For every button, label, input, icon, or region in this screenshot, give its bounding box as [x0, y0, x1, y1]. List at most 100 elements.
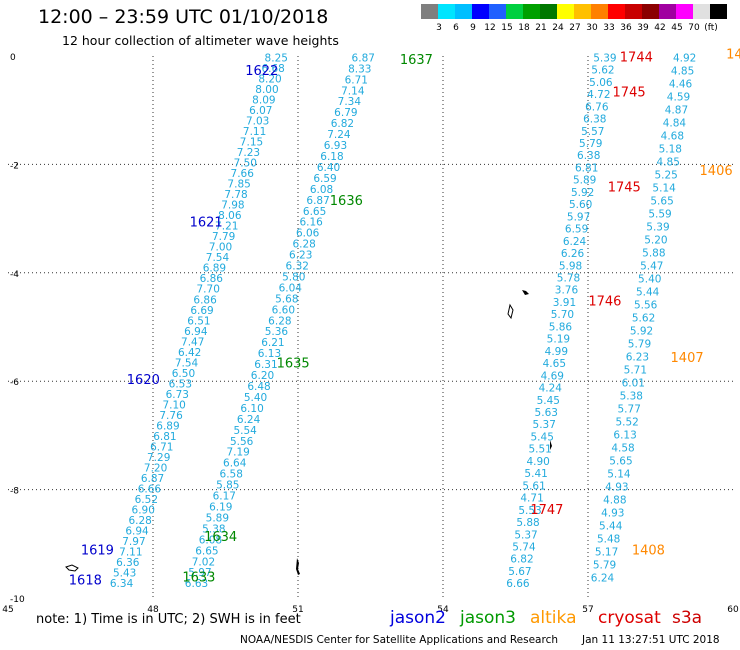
swh-value-altika: 5.40	[638, 274, 661, 286]
swh-value-jason2: 7.98	[221, 200, 244, 212]
swh-value-altika: 5.39	[646, 222, 669, 234]
swh-value-jason3: 6.16	[299, 217, 323, 229]
swh-value-jason3: 5.54	[233, 425, 257, 437]
swh-value-jason2: 7.54	[206, 252, 230, 264]
swh-value-altika: 5.88	[642, 248, 665, 260]
scale-swatch	[642, 4, 659, 19]
swh-value-cryosat: 5.74	[512, 541, 536, 553]
swh-value-jason3: 5.80	[282, 271, 305, 283]
swh-value-jason3: 6.82	[331, 118, 354, 130]
swh-value-jason2: 6.94	[125, 526, 149, 538]
swh-value-jason3: 6.28	[292, 239, 315, 251]
swh-value-cryosat: 4.90	[526, 456, 549, 468]
altimeter-tracks: 8.256.688.208.008.096.077.037.117.157.23…	[110, 52, 696, 590]
swh-value-cryosat: 5.39	[593, 52, 616, 64]
swh-value-jason2: 7.21	[215, 221, 238, 233]
swh-value-jason3: 6.21	[261, 337, 284, 349]
scale-label: 70	[688, 23, 700, 33]
swh-value-cryosat: 5.79	[579, 138, 602, 150]
scale-swatch	[557, 4, 574, 19]
scale-label: 18	[518, 23, 530, 33]
pass-time-label: 1619	[81, 544, 114, 559]
scale-label: 21	[535, 23, 547, 33]
swh-value-cryosat: 4.69	[541, 370, 564, 382]
pass-time-label: 1636	[330, 194, 363, 209]
swh-value-jason2: 8.20	[258, 73, 281, 85]
scale-label: (ft)	[704, 23, 718, 33]
swh-value-jason2: 7.54	[175, 357, 199, 369]
swh-value-jason2: 7.23	[237, 147, 260, 159]
swh-value-jason2: 6.42	[178, 347, 201, 359]
pass-time-label: 1745	[608, 181, 641, 196]
swh-value-cryosat: 3.76	[555, 285, 579, 297]
swh-value-jason2: 6.68	[261, 63, 284, 75]
swh-value-jason3: 6.18	[320, 151, 343, 163]
swh-value-cryosat: 5.60	[569, 199, 592, 211]
swh-value-jason3: 6.79	[334, 107, 357, 119]
swh-value-altika: 6.01	[622, 378, 645, 390]
swh-value-jason2: 7.79	[212, 231, 235, 243]
swh-value-cryosat: 6.59	[565, 224, 588, 236]
swh-value-altika: 5.65	[650, 196, 673, 208]
swh-value-altika: 5.79	[628, 339, 651, 351]
pass-time-label: 1634	[204, 530, 237, 545]
pass-time-label: 1747	[530, 503, 563, 518]
pass-time-label: 1633	[182, 571, 215, 586]
swh-value-cryosat: 6.38	[583, 114, 606, 126]
island-shape	[507, 303, 514, 320]
swh-value-jason2: 6.81	[153, 431, 176, 443]
swh-value-altika: 6.24	[591, 573, 615, 585]
scale-label: 27	[569, 23, 581, 33]
generated-timestamp: Jan 11 13:27:51 UTC 2018	[582, 634, 720, 646]
swh-value-jason2: 7.10	[162, 399, 185, 411]
footer-note: note: 1) Time is in UTC; 2) SWH is in fe…	[36, 612, 301, 627]
swh-value-jason3: 6.65	[195, 545, 218, 557]
swh-value-jason3: 6.63	[185, 578, 208, 590]
satellite-legend-s3a: s3a	[672, 608, 703, 628]
islands	[65, 290, 552, 575]
swh-value-jason3: 6.28	[268, 315, 291, 327]
scale-swatch	[540, 4, 557, 19]
swh-value-jason3: 6.48	[247, 381, 270, 393]
swh-value-jason2: 6.51	[187, 315, 210, 327]
swh-value-jason2: 7.00	[209, 242, 232, 254]
swh-value-jason3: 7.19	[226, 447, 249, 459]
swh-value-jason3: 6.23	[289, 250, 312, 262]
swh-value-cryosat: 5.70	[551, 309, 574, 321]
satellite-legend-jason3: jason3	[460, 608, 516, 628]
x-tick-label: 57	[582, 605, 593, 615]
scale-label: 45	[671, 23, 683, 33]
swh-value-altika: 4.59	[667, 91, 690, 103]
swh-value-jason3: 7.02	[192, 556, 215, 568]
swh-value-jason2: 6.86	[200, 273, 224, 285]
swh-value-jason3: 6.17	[213, 491, 236, 503]
scale-swatch	[591, 4, 608, 19]
swh-value-jason3: 6.10	[240, 403, 263, 415]
swh-value-altika: 4.87	[665, 104, 688, 116]
swh-value-cryosat: 5.61	[522, 480, 545, 492]
scale-swatch	[438, 4, 455, 19]
pass-time-label: 1745	[613, 86, 646, 101]
swh-value-altika: 4.88	[603, 495, 626, 507]
pass-time-label: 1408	[632, 544, 665, 559]
pass-time-label: 1405	[726, 48, 740, 63]
swh-value-jason3: 6.13	[258, 348, 281, 360]
swh-value-cryosat: 5.63	[535, 407, 558, 419]
swh-value-altika: 5.56	[634, 300, 658, 312]
swh-value-altika: 5.38	[620, 391, 643, 403]
scale-swatch	[523, 4, 540, 19]
swh-value-cryosat: 4.99	[545, 346, 568, 358]
x-tick-label: 48	[147, 605, 159, 615]
swh-value-cryosat: 5.51	[528, 444, 551, 456]
swh-value-cryosat: 5.92	[571, 187, 594, 199]
swh-value-cryosat: 6.81	[575, 162, 598, 174]
swh-value-jason3: 5.85	[216, 480, 239, 492]
scale-swatch	[421, 4, 438, 19]
swh-value-jason2: 7.76	[159, 410, 183, 422]
y-tick-label: -10	[10, 595, 25, 605]
swh-value-jason2: 7.78	[224, 189, 247, 201]
swh-value-altika: 4.68	[661, 130, 684, 142]
swh-value-altika: 5.47	[640, 261, 663, 273]
swh-value-jason3: 6.32	[286, 261, 309, 273]
x-tick-label: 45	[2, 605, 13, 615]
